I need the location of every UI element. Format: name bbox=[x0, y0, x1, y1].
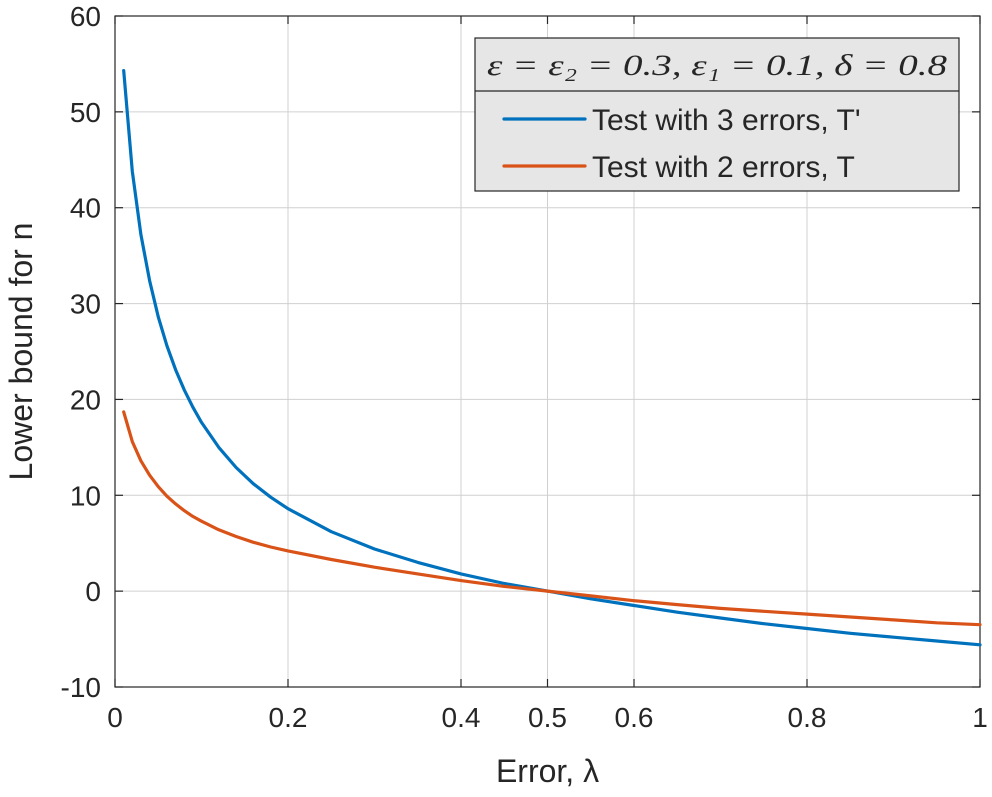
x-tick-label: 0.5 bbox=[528, 702, 567, 733]
y-axis-label: Lower bound for n bbox=[3, 223, 39, 481]
x-tick-label: 1 bbox=[972, 702, 988, 733]
y-tick-label: 60 bbox=[70, 1, 101, 32]
y-tick-label: -10 bbox=[61, 672, 101, 703]
x-tick-label: 0.8 bbox=[788, 702, 827, 733]
legend-entry-series-1: Test with 3 errors, T' bbox=[592, 104, 861, 137]
x-tick-label: 0.6 bbox=[615, 702, 654, 733]
x-tick-label: 0 bbox=[107, 702, 123, 733]
x-tick-label: 0.4 bbox=[442, 702, 481, 733]
y-tick-label: 10 bbox=[70, 480, 101, 511]
y-tick-label: 0 bbox=[85, 576, 101, 607]
legend-title: ε = ε₂ = 0.3, ε₁ = 0.1, δ = 0.8 bbox=[487, 49, 947, 82]
legend-entry-series-2: Test with 2 errors, T bbox=[592, 151, 855, 184]
y-tick-label: 20 bbox=[70, 384, 101, 415]
legend: ε = ε₂ = 0.3, ε₁ = 0.1, δ = 0.8 Test wit… bbox=[475, 38, 959, 191]
y-tick-label: 50 bbox=[70, 97, 101, 128]
y-tick-label: 30 bbox=[70, 289, 101, 320]
x-tick-label: 0.2 bbox=[269, 702, 308, 733]
x-axis-label: Error, λ bbox=[496, 753, 599, 789]
y-tick-label: 40 bbox=[70, 193, 101, 224]
